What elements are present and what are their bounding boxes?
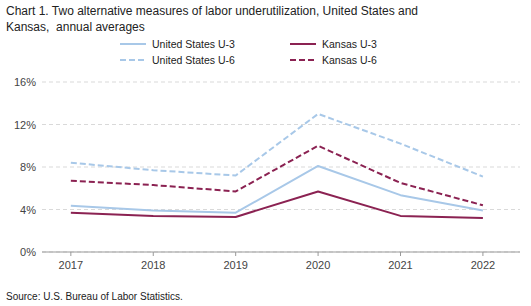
annotation: Source: U.S. Bureau of Labor Statistics.	[6, 291, 183, 302]
title: Kansas, annual averages	[6, 20, 145, 34]
y-tick-label: 4%	[20, 204, 36, 216]
y-tick-label: 0%	[20, 246, 36, 258]
legend-label: United States U-6	[152, 54, 235, 66]
x-tick-label: 2021	[388, 259, 412, 271]
grid-line	[42, 252, 520, 253]
y-tick-label: 12%	[14, 119, 36, 131]
y-tick-label: 16%	[14, 76, 36, 88]
series-line	[71, 146, 483, 206]
x-tick-label: 2022	[471, 259, 495, 271]
legend-swatch	[290, 59, 316, 61]
legend-swatch	[290, 43, 316, 45]
x-tick-label: 2020	[306, 259, 330, 271]
legend-label: United States U-3	[152, 38, 235, 50]
title: Chart 1. Two alternative measures of lab…	[6, 4, 418, 18]
x-tick	[400, 252, 401, 256]
x-tick	[482, 252, 483, 256]
chart: Chart 1. Two alternative measures of lab…	[0, 0, 531, 306]
legend: United States U-3 United States U-6 Kansas…	[120, 38, 377, 66]
lines	[71, 114, 483, 218]
grid-line	[42, 124, 520, 125]
legend-swatch	[120, 43, 146, 45]
grid	[42, 82, 520, 252]
legend-swatch	[120, 59, 146, 61]
x-tick	[70, 252, 71, 256]
x-tick	[235, 252, 236, 256]
grid-line	[42, 82, 520, 83]
x-tick-label: 2018	[141, 259, 165, 271]
x-tick-label: 2019	[223, 259, 247, 271]
x-axis	[42, 252, 520, 253]
x-tick	[153, 252, 154, 256]
y-tick-label: 8%	[20, 161, 36, 173]
legend-label: Kansas U-3	[322, 38, 377, 50]
series-line	[71, 114, 483, 177]
x-tick-label: 2017	[59, 259, 83, 271]
x-tick	[318, 252, 319, 256]
series-line	[71, 191, 483, 218]
legend-label: Kansas U-6	[322, 54, 377, 66]
